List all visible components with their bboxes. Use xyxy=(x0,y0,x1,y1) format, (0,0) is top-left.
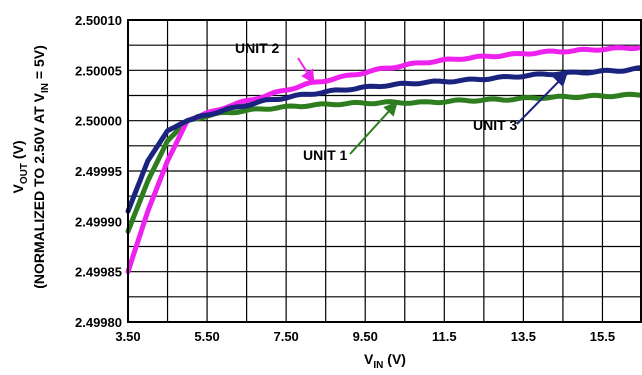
series-line-unit-3 xyxy=(125,65,642,214)
x-tick-label: 13.5 xyxy=(511,329,536,344)
x-tick-label: 9.50 xyxy=(353,329,378,344)
series-group xyxy=(125,44,642,275)
y-tick-label: 2.50010 xyxy=(75,13,122,28)
y-axis-title-primary: VOUT (V) xyxy=(10,140,30,193)
grid xyxy=(128,20,642,322)
annotation-arrow-unit-1 xyxy=(349,101,398,155)
series-line-unit-1 xyxy=(125,91,642,234)
x-tick-label: 5.50 xyxy=(194,329,219,344)
y-tick-label: 2.49990 xyxy=(75,214,122,229)
y-tick-label: 2.49995 xyxy=(75,164,122,179)
annotations: UNIT 2 UNIT 1 UNIT 3 xyxy=(235,40,568,163)
tick-labels: 2.49980 2.49985 2.49990 2.49995 2.50000 2.500… xyxy=(75,13,615,344)
y-tick-label: 2.49985 xyxy=(75,265,122,280)
x-tick-label: 3.50 xyxy=(115,329,140,344)
series-line-unit-2 xyxy=(125,44,642,275)
annotation-arrow-unit-3 xyxy=(516,72,568,125)
annotation-label-unit-3: UNIT 3 xyxy=(473,117,518,133)
y-tick-label: 2.49980 xyxy=(75,315,122,330)
plot-frame xyxy=(127,19,642,323)
annotation-label-unit-1: UNIT 1 xyxy=(303,147,348,163)
y-axis-title-secondary: (NORMALIZED TO 2.50V AT VIN = 5V) xyxy=(31,45,51,289)
y-tick-label: 2.50000 xyxy=(75,114,122,129)
x-tick-label: 7.50 xyxy=(273,329,298,344)
x-tick-label: 11.5 xyxy=(432,329,457,344)
annotation-arrow-unit-2 xyxy=(297,57,315,84)
x-axis-title: VIN (V) xyxy=(364,351,406,371)
y-tick-label: 2.50005 xyxy=(75,63,122,78)
x-tick-label: 15.5 xyxy=(590,329,615,344)
annotation-label-unit-2: UNIT 2 xyxy=(235,40,280,56)
